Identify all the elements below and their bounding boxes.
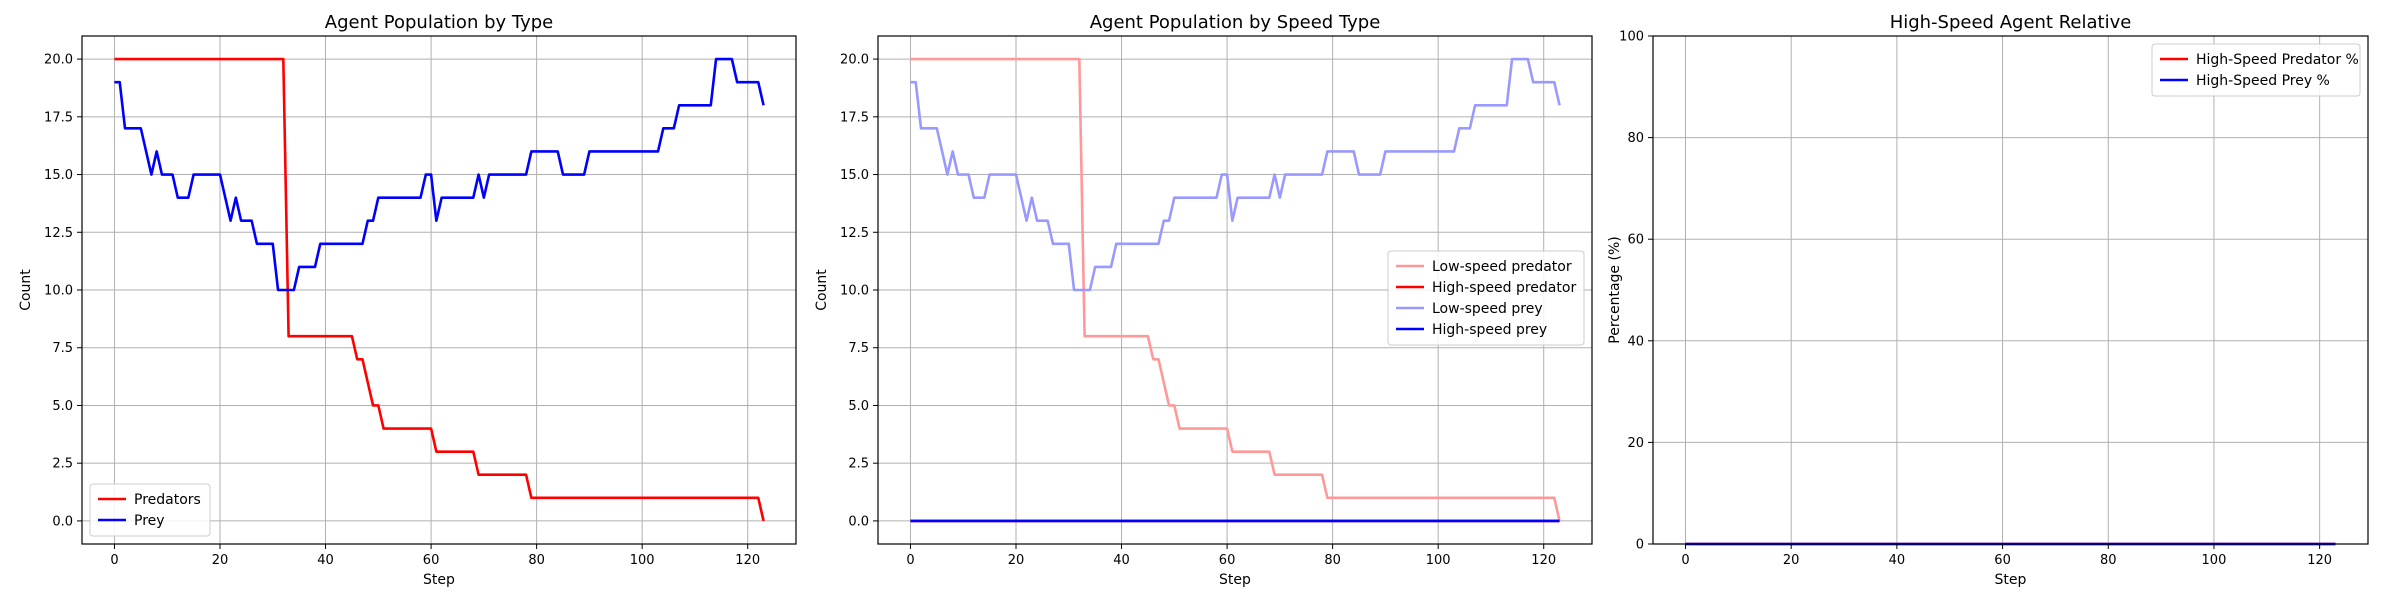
y-tick-label: 7.5 <box>52 341 73 356</box>
x-tick-label: 60 <box>1994 553 2011 568</box>
legend-label: High-Speed Predator % <box>2196 52 2359 68</box>
legend-label: Low-speed predator <box>1432 259 1572 275</box>
legend: Predators Prey <box>89 483 211 537</box>
x-tick-label: 100 <box>2202 553 2227 568</box>
legend-box <box>1387 250 1585 346</box>
y-tick-label: 100 <box>1619 30 1644 45</box>
legend-label: Low-speed prey <box>1432 301 1543 317</box>
legend-label: High-Speed Prey % <box>2196 73 2330 89</box>
y-tick-label: 20.0 <box>840 53 869 68</box>
x-tick-label: 40 <box>1113 553 1130 568</box>
x-tick-label: 120 <box>1531 553 1556 568</box>
y-tick-label: 5.0 <box>848 399 869 414</box>
y-tick-label: 0.0 <box>848 514 869 529</box>
legend: Low-speed predator High-speed predator Low… <box>1387 250 1585 346</box>
x-tick-label: 40 <box>1889 553 1906 568</box>
y-tick-label: 10.0 <box>840 284 869 299</box>
chart-panel-3: 0 20 40 60 80 100 120 0 20 40 60 80 100 High-Speed Ag… <box>1607 12 2369 588</box>
axes-frame <box>1652 35 2369 545</box>
y-tick-label: 7.5 <box>848 341 869 356</box>
x-tick-label: 60 <box>423 553 440 568</box>
x-tick-label: 100 <box>630 553 655 568</box>
y-tick-label: 17.5 <box>44 110 73 125</box>
y-tick-label: 12.5 <box>44 226 73 241</box>
legend-label: Prey <box>134 513 165 529</box>
y-tick-label: 2.5 <box>52 457 73 472</box>
x-tick-label: 0 <box>110 553 118 568</box>
y-tick-label: 40 <box>1627 334 1644 349</box>
series-line-low-speed-predator <box>910 57 1561 522</box>
legend-box <box>2151 43 2361 97</box>
x-tick-label: 80 <box>2100 553 2117 568</box>
x-tick-label: 0 <box>1681 553 1689 568</box>
x-tick-label: 0 <box>906 553 914 568</box>
chart-title: High-Speed Agent Relative <box>1890 12 2132 33</box>
y-tick-label: 80 <box>1627 131 1644 146</box>
y-tick-label: 15.0 <box>44 168 73 183</box>
y-tick-label: 5.0 <box>52 399 73 414</box>
x-tick-label: 20 <box>1008 553 1025 568</box>
y-tick-label: 15.0 <box>840 168 869 183</box>
legend: High-Speed Predator % High-Speed Prey % <box>2151 43 2361 97</box>
x-tick-label: 20 <box>1783 553 1800 568</box>
x-tick-label: 20 <box>212 553 229 568</box>
chart-title: Agent Population by Type <box>325 12 553 33</box>
y-tick-label: 0 <box>1636 538 1644 553</box>
legend-label: High-speed predator <box>1432 280 1576 296</box>
x-tick-label: 80 <box>1324 553 1341 568</box>
y-tick-label: 60 <box>1627 233 1644 248</box>
y-tick-label: 20 <box>1627 436 1644 451</box>
series-line-prey <box>114 57 765 292</box>
series-line-low-speed-prey <box>910 57 1561 292</box>
x-tick-label: 120 <box>2307 553 2332 568</box>
y-tick-label: 0.0 <box>52 514 73 529</box>
y-tick-label: 20.0 <box>44 53 73 68</box>
y-tick-label: 17.5 <box>840 110 869 125</box>
chart-panel-1: 0 20 40 60 80 100 120 0.0 2.5 5.0 7.5 10.0 12.5 15.0 1… <box>18 12 797 588</box>
chart-panel-2: 0 20 40 60 80 100 120 0.0 2.5 5.0 7.5 10.0 12.5 15.0 1… <box>814 12 1593 588</box>
legend-label: High-speed prey <box>1432 322 1547 338</box>
y-axis-label: Percentage (%) <box>1607 236 1623 343</box>
y-tick-label: 10.0 <box>44 284 73 299</box>
chart-title: Agent Population by Speed Type <box>1090 12 1381 33</box>
series-line-predators <box>114 57 765 522</box>
y-axis-label: Count <box>18 269 34 311</box>
x-tick-label: 120 <box>735 553 760 568</box>
legend-box <box>89 483 211 537</box>
x-tick-label: 100 <box>1426 553 1451 568</box>
y-tick-label: 2.5 <box>848 457 869 472</box>
x-axis-label: Step <box>1995 572 2027 588</box>
x-tick-label: 80 <box>528 553 545 568</box>
x-tick-label: 40 <box>317 553 334 568</box>
x-tick-label: 60 <box>1219 553 1236 568</box>
y-tick-label: 12.5 <box>840 226 869 241</box>
x-axis-label: Step <box>423 572 455 588</box>
legend-label: Predators <box>134 492 201 508</box>
x-axis-label: Step <box>1219 572 1251 588</box>
y-axis-label: Count <box>814 269 830 311</box>
